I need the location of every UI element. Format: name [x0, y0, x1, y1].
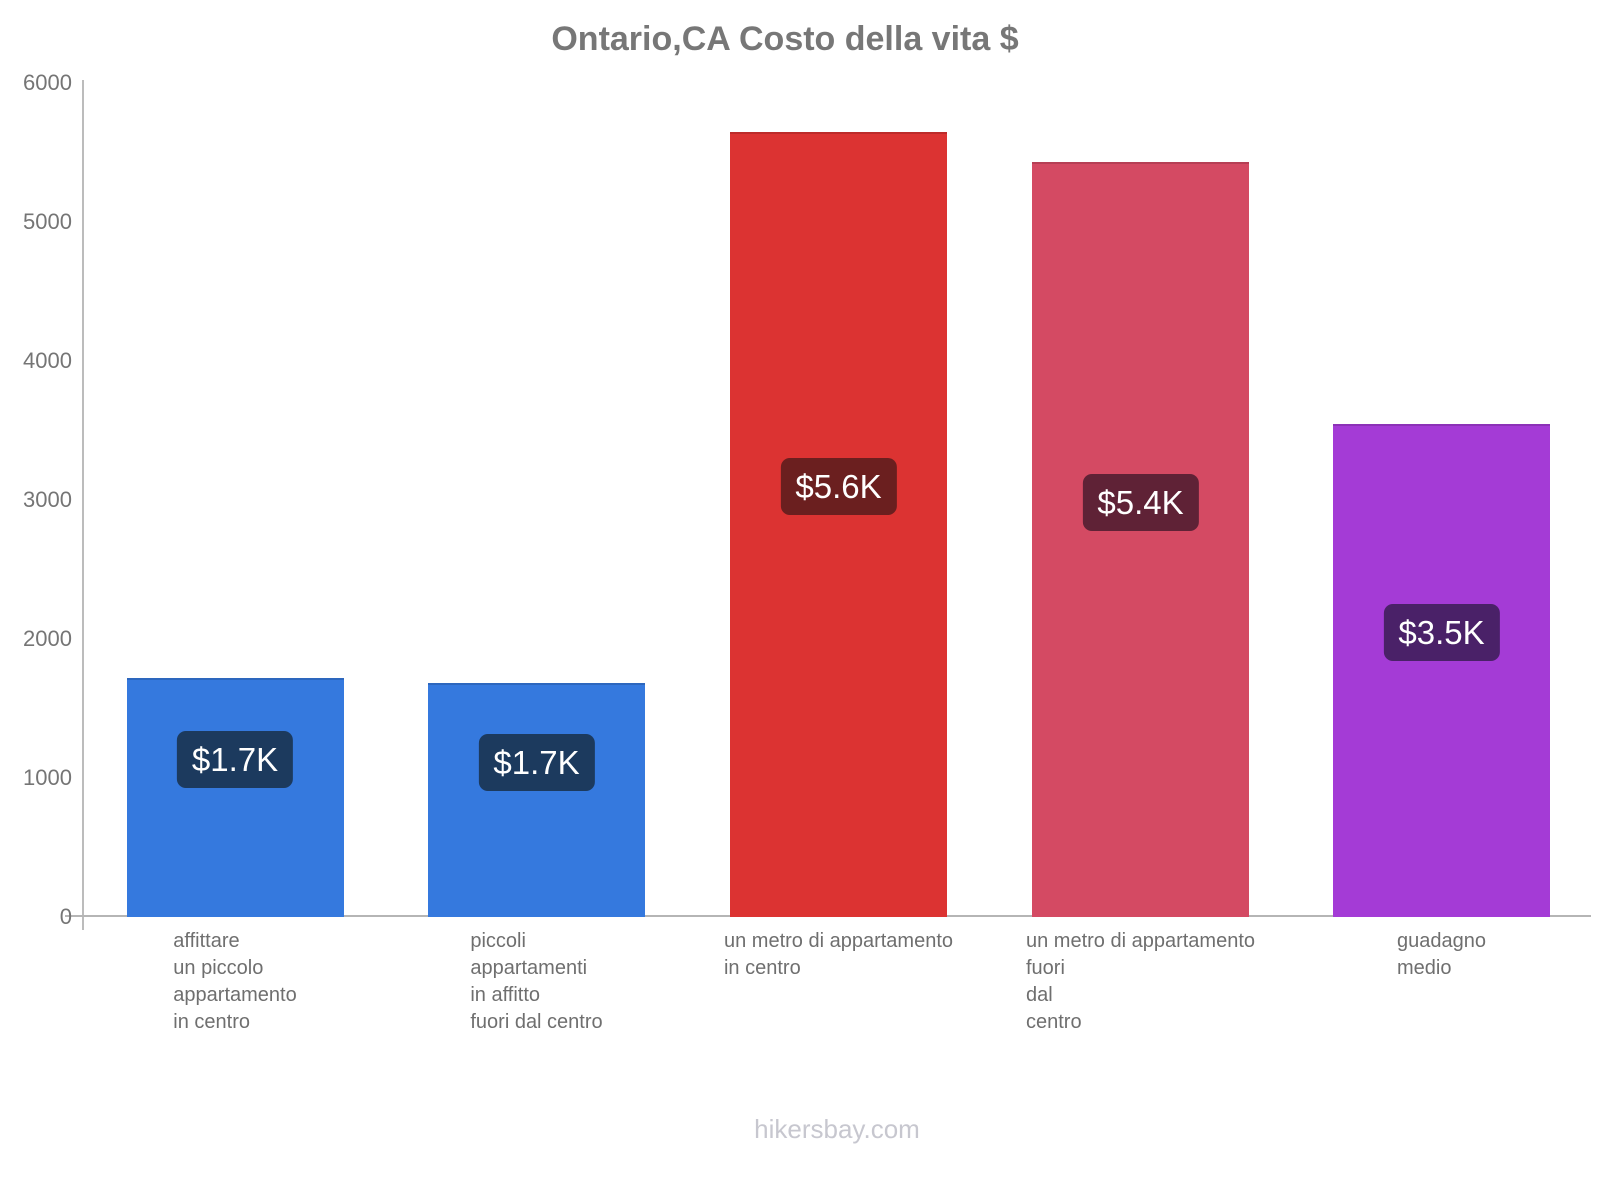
y-tick-label: 2000	[23, 626, 72, 651]
x-tick-label: affittare un piccolo appartamento in centro	[173, 930, 297, 1033]
watermark: hikersbay.com	[754, 1114, 920, 1144]
bar-value-label: $3.5K	[1383, 604, 1500, 662]
x-tick-label: un metro di appartamento in centro	[723, 930, 954, 979]
y-axis-line	[82, 80, 84, 930]
y-tick-label: 4000	[23, 348, 72, 373]
bar[interactable]	[730, 131, 947, 917]
x-tick-label: piccoli appartamenti in affitto fuori dal c…	[470, 930, 603, 1033]
x-tick-label: guadagno medio	[1397, 930, 1486, 979]
y-tick-label: 3000	[23, 487, 72, 512]
bar[interactable]	[428, 683, 645, 917]
y-tick-label: 0	[59, 904, 72, 929]
bar[interactable]	[1032, 162, 1249, 917]
y-tick-label: 1000	[23, 765, 72, 790]
bar[interactable]	[1333, 423, 1550, 917]
bar[interactable]	[126, 677, 344, 917]
y-tick-label: 6000	[23, 70, 72, 95]
chart-title: Ontario,CA Costo della vita $	[551, 20, 1019, 58]
bar-value-label: $1.7K	[478, 734, 595, 792]
bar-value-label: $1.7K	[176, 731, 294, 789]
bar-value-label: $5.6K	[780, 458, 897, 516]
x-tick-label: un metro di appartamento fuori dal centro	[1025, 930, 1256, 1033]
bar-value-label: $5.4K	[1082, 473, 1199, 531]
y-tick-label: 5000	[23, 209, 72, 234]
